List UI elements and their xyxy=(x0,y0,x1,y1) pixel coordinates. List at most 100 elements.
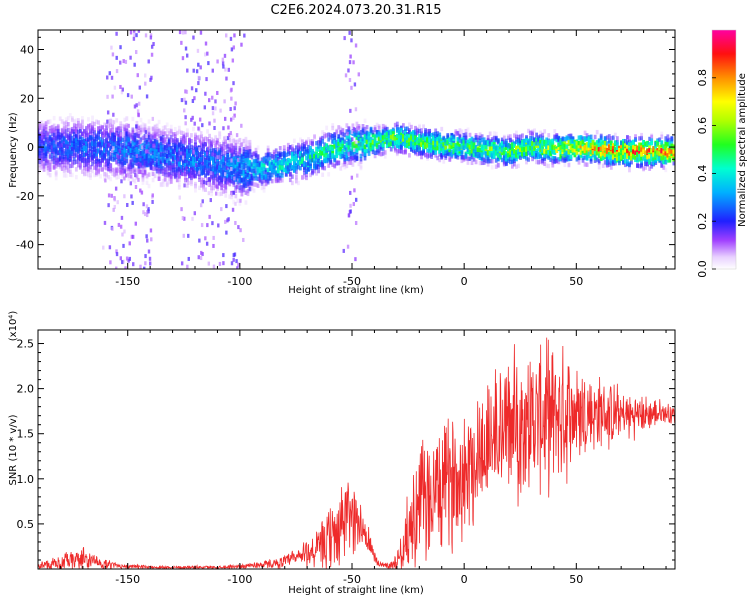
spectrogram-cell xyxy=(169,130,173,135)
spectrogram-cell xyxy=(355,130,359,135)
spectrogram-cell xyxy=(175,160,179,165)
spectrogram-cell xyxy=(333,140,337,146)
spectrogram-cell xyxy=(185,148,189,154)
spectrogram-cell xyxy=(244,181,248,187)
spectrogram-cell xyxy=(294,145,298,150)
spectrogram-cell xyxy=(504,153,508,159)
spectrogram-cell xyxy=(341,162,345,168)
spectrogram-cell xyxy=(200,141,203,146)
spectrogram-cell xyxy=(103,129,107,135)
spectrogram-cell xyxy=(194,142,197,148)
spectrogram-cell xyxy=(165,128,169,133)
spectrogram-cell xyxy=(262,184,266,190)
spectrogram-cell xyxy=(416,144,419,150)
spectrogram-cell xyxy=(420,135,423,140)
spectrogram-cell xyxy=(381,130,385,135)
spectrogram-cell xyxy=(87,154,90,159)
spectrogram-cell xyxy=(113,155,117,161)
spectrogram-cell xyxy=(510,142,514,147)
spectrogram-cell xyxy=(244,164,248,169)
spectrogram-cell xyxy=(309,163,312,168)
spectrogram-cell xyxy=(240,160,244,165)
spectrogram-cell xyxy=(414,149,417,154)
spectrogram-cell xyxy=(169,178,173,184)
spectrogram-cell xyxy=(40,135,44,140)
spectrogram-cell xyxy=(508,159,512,165)
spectrogram-cell xyxy=(115,143,119,149)
spectrogram-cell xyxy=(395,151,399,157)
spectrogram-cell xyxy=(329,133,333,138)
spectrogram-cell xyxy=(458,138,462,143)
spectrogram-cell xyxy=(175,173,179,178)
spectrogram-cell xyxy=(571,136,575,141)
spectrogram-cell xyxy=(264,178,268,183)
spectrogram-cell xyxy=(99,158,102,164)
spectrogram-cell xyxy=(280,152,284,157)
spectrogram-cell xyxy=(347,141,351,146)
spectrogram-cell xyxy=(234,139,238,145)
spectrogram-cell xyxy=(123,145,127,151)
spectrogram-cell xyxy=(81,145,84,150)
spectrogram-cell xyxy=(244,158,248,163)
spectrogram-cell xyxy=(167,150,171,155)
spectrogram-cell xyxy=(171,142,175,148)
spectrogram-cell xyxy=(460,155,464,160)
spectrogram-cell xyxy=(252,165,256,171)
spectrogram-cell xyxy=(486,154,490,159)
spectrogram-cell xyxy=(187,145,191,151)
spectrogram-cell xyxy=(361,148,365,153)
spectrogram-cell xyxy=(81,152,84,157)
spectrogram-cell xyxy=(76,123,80,128)
spectrogram-cell xyxy=(359,165,363,171)
spectrogram-cell xyxy=(119,164,123,169)
spectrogram-cell xyxy=(377,144,381,150)
spectrogram-cell xyxy=(244,190,248,195)
spectrogram-cell xyxy=(547,139,551,145)
spectrogram-cell xyxy=(345,156,349,161)
spectrogram-cell xyxy=(454,144,458,149)
spectrogram-cell xyxy=(143,135,147,140)
spectrogram-cell xyxy=(256,176,260,182)
spectrogram-cell xyxy=(117,138,121,143)
spectrogram-cell xyxy=(123,136,127,141)
spectrogram-cell xyxy=(107,123,111,129)
spectrogram-cell xyxy=(179,157,183,162)
spectrogram-cell xyxy=(155,141,159,147)
spectrogram-cell xyxy=(519,144,522,150)
spectrogram-cell xyxy=(72,131,76,137)
spectrogram-cell xyxy=(81,116,84,121)
spectrogram-cell xyxy=(403,148,407,153)
spectrogram-cell xyxy=(278,146,282,151)
spectrogram-cell xyxy=(179,144,183,149)
spectrogram-cell xyxy=(111,140,115,146)
spectrogram-cell xyxy=(238,137,242,143)
spectrogram-cell xyxy=(230,143,234,148)
spectrogram-cell xyxy=(567,149,571,155)
spectrogram-cell xyxy=(214,172,218,177)
spectrogram-cell xyxy=(159,147,163,152)
spectrogram-cell xyxy=(117,147,121,153)
spectrogram-cell xyxy=(292,138,296,144)
spectrogram-cell xyxy=(537,160,541,165)
spectrogram-cell xyxy=(62,122,66,127)
spectrogram-cell xyxy=(151,140,155,146)
spectrogram-cell xyxy=(218,130,222,136)
spectrogram-cell xyxy=(87,124,90,129)
spectrogram-cell xyxy=(202,159,205,164)
spectrogram-cell xyxy=(177,149,181,154)
spectrogram-cell xyxy=(252,159,256,164)
spectrogram-cell xyxy=(177,125,181,131)
spectrogram-cell xyxy=(115,131,119,136)
spectrogram-cell xyxy=(258,176,262,182)
spectrogram-cell xyxy=(531,156,534,162)
spectrogram-cell xyxy=(506,135,510,140)
spectrogram-cell xyxy=(72,141,76,147)
spectrogram-cell xyxy=(117,140,121,145)
spectrogram-cell xyxy=(573,148,577,153)
spectrogram-cell xyxy=(377,149,381,154)
spectrogram-cell xyxy=(238,156,242,161)
spectrogram-cell xyxy=(474,152,478,157)
spectrogram-cell xyxy=(307,149,310,154)
spectrogram-cell xyxy=(284,168,288,174)
spectrogram-cell xyxy=(171,149,175,155)
